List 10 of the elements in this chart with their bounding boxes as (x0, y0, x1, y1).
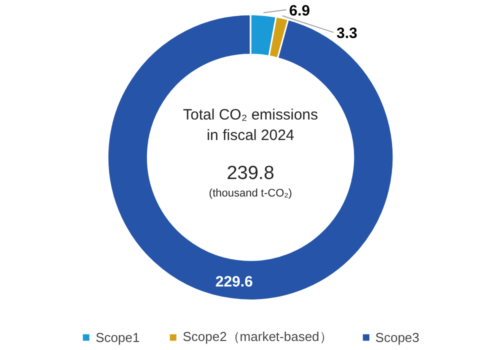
text: in fiscal 2024 (206, 127, 294, 144)
legend-label: Scope3 (375, 330, 420, 344)
legend-label: Scope2（market-based） (182, 328, 332, 346)
text: (thousand t-CO₂) (208, 188, 292, 200)
data-label: 229.6 (215, 274, 253, 291)
legend-label: Scope1 (96, 330, 140, 344)
data-label: 6.9 (289, 2, 310, 20)
data-label: 3.3 (336, 24, 358, 42)
text: 239.8 (226, 162, 274, 184)
text: Total CO₂ emissions (182, 106, 318, 124)
